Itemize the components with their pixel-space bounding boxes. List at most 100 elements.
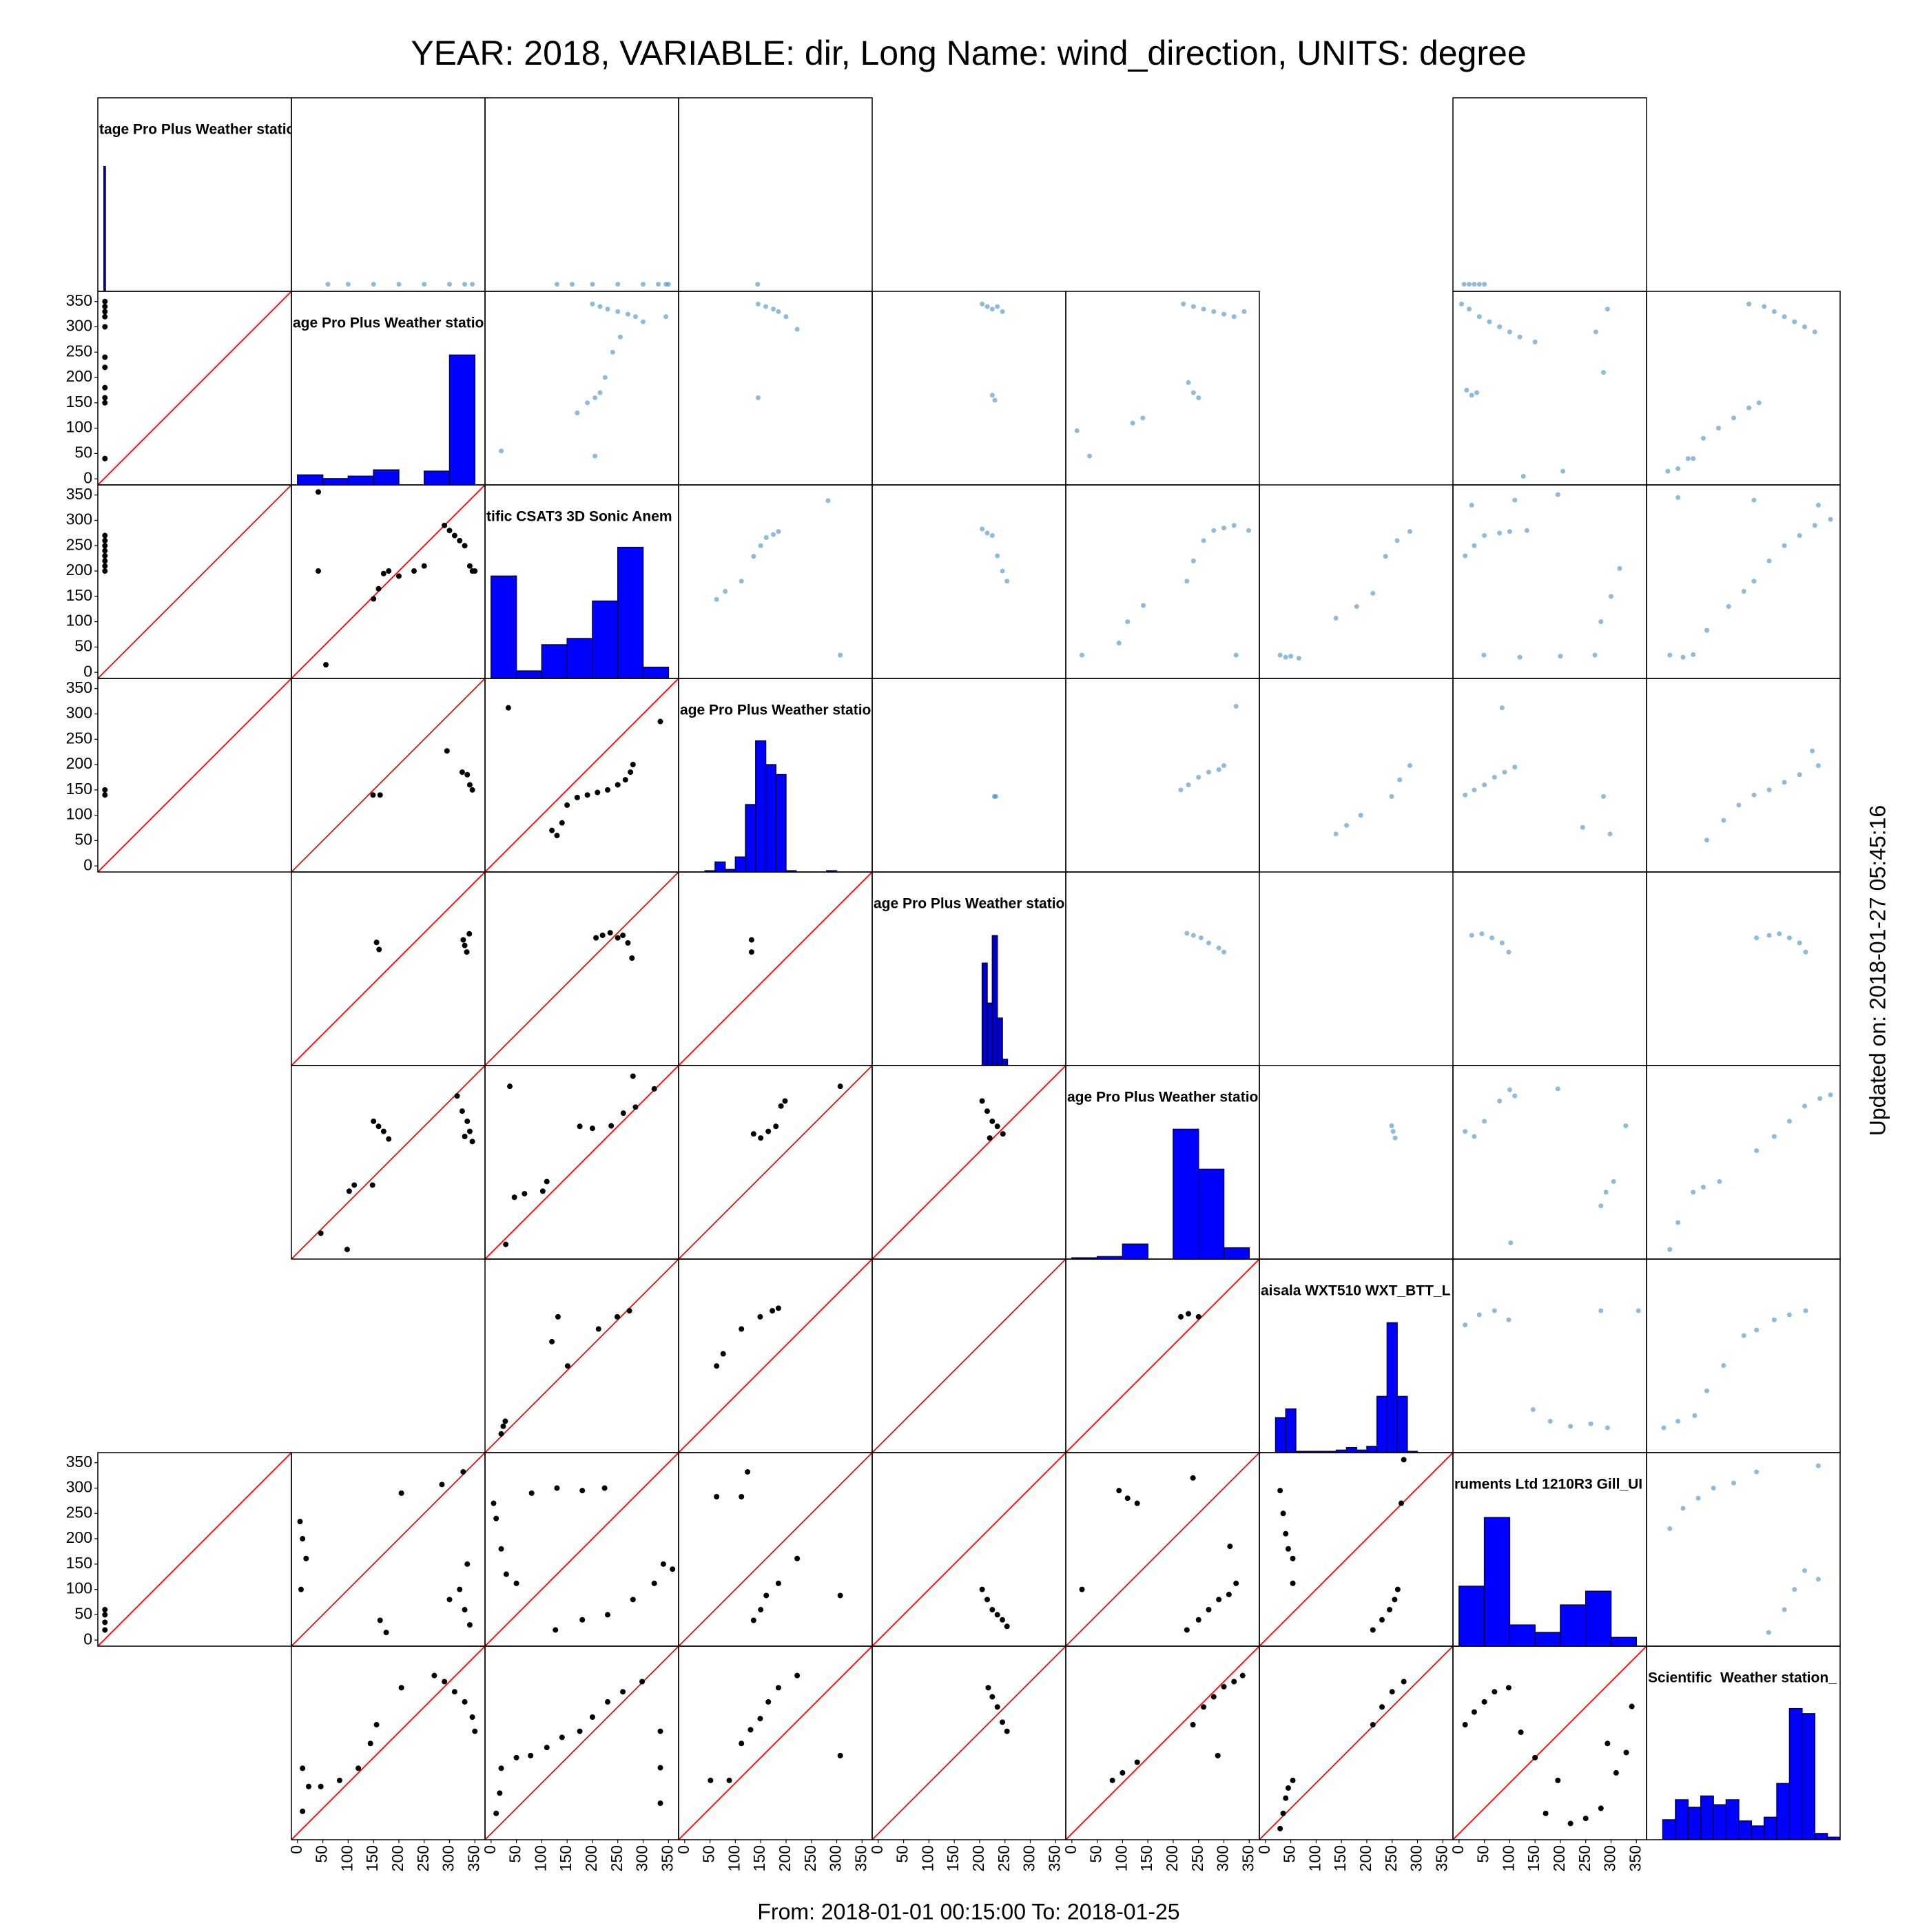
scatter-point (1592, 652, 1598, 658)
scatter-point (1792, 319, 1797, 324)
scatter-point (462, 1607, 468, 1613)
panel (98, 1453, 291, 1646)
hist-bar (322, 478, 349, 485)
scatter-point (102, 395, 108, 401)
reference-line (679, 1066, 872, 1259)
scatter-point (466, 563, 473, 569)
scatter-point (1481, 652, 1487, 658)
panel (679, 1259, 872, 1453)
scatter-point (629, 955, 635, 962)
scatter-point (1125, 619, 1131, 625)
panel (1461, 282, 1487, 287)
scatter-point (1394, 538, 1400, 543)
scatter-point (1499, 705, 1505, 711)
scatter-point (994, 1123, 1000, 1130)
y-tick-label: 200 (66, 754, 92, 772)
scatter-point (989, 1607, 996, 1613)
scatter-point (464, 1118, 471, 1124)
scatter-point (1680, 1506, 1686, 1511)
scatter-point (1394, 1586, 1401, 1592)
panel (1667, 1463, 1821, 1635)
panel (1661, 1308, 1808, 1431)
scatter-point (1567, 1820, 1574, 1827)
hist-bar (1814, 1833, 1828, 1840)
scatter-point (1463, 553, 1468, 559)
scatter-point (553, 1627, 559, 1633)
x-tick-label: 150 (1331, 1845, 1349, 1871)
scatter-point (1715, 426, 1721, 431)
scatter-point (1190, 1475, 1196, 1481)
scatter-point (386, 1136, 392, 1142)
y-tick-label: 300 (66, 1478, 92, 1496)
scatter-point (615, 309, 621, 314)
scatter-point (1370, 1627, 1376, 1633)
scatter-point (1520, 473, 1526, 479)
scatter-point (837, 1083, 843, 1090)
scatter-point (375, 1123, 382, 1130)
diagonal-label: aisala WXT510 WXT_BTT_L (1261, 1283, 1451, 1299)
scatter-point (1463, 1129, 1468, 1134)
panel-frame (1646, 291, 1841, 486)
scatter-point (555, 1313, 561, 1320)
scatter-point (472, 568, 478, 574)
scatter-point (626, 1308, 632, 1314)
x-tick-label: 0 (674, 1845, 692, 1854)
scatter-point (1518, 1730, 1524, 1736)
x-tick-label: 150 (363, 1845, 381, 1871)
scatter-point (1492, 1308, 1497, 1313)
scatter-point (1754, 1327, 1760, 1333)
scatter-point (102, 792, 108, 798)
scatter-point (1547, 1418, 1553, 1424)
scatter-point (1593, 329, 1598, 335)
scatter-point (739, 1493, 745, 1499)
scatter-point (1623, 1749, 1629, 1756)
panel (1469, 931, 1512, 955)
panel (980, 301, 1005, 403)
scatter-point (1598, 1203, 1604, 1209)
scatter-point (660, 1561, 666, 1567)
scatter-point (825, 498, 831, 503)
scatter-point (607, 930, 613, 936)
scatter-point (1190, 304, 1196, 309)
scatter-point (1506, 949, 1512, 955)
scatter-point (1120, 1769, 1126, 1776)
scatter-point (1802, 1103, 1808, 1109)
scatter-point (980, 301, 985, 307)
scatter-point (1692, 1413, 1698, 1418)
scatter-point (657, 718, 663, 725)
scatter-point (615, 935, 621, 941)
hist-bar (297, 474, 324, 485)
scatter-point (1721, 1362, 1726, 1368)
hist-bar (987, 1002, 993, 1066)
panel (1259, 1646, 1453, 1840)
panel (755, 301, 800, 400)
scatter-point (1517, 334, 1523, 340)
panel (679, 1066, 872, 1259)
scatter-point (1206, 940, 1211, 946)
reference-line (485, 872, 679, 1066)
scatter-point (373, 939, 380, 946)
hist-bar (734, 856, 746, 872)
y-tick-label: 50 (74, 443, 92, 461)
reference-line (485, 1646, 679, 1840)
x-tick-label: 250 (995, 1845, 1013, 1871)
scatter-point (1675, 495, 1681, 500)
scatter-point (380, 1128, 386, 1134)
scatter-point (1116, 641, 1122, 646)
scatter-point (1479, 931, 1485, 937)
scatter-point (1397, 777, 1403, 782)
reference-line (485, 1259, 679, 1453)
scatter-point (1600, 370, 1606, 375)
scatter-point (1190, 1722, 1196, 1728)
panel (991, 793, 998, 799)
scatter-point (451, 532, 457, 539)
scatter-point (472, 1728, 478, 1734)
scatter-point (1691, 456, 1696, 461)
scatter-point (371, 282, 376, 287)
x-tick-label: 200 (1357, 1845, 1374, 1871)
panel (1080, 523, 1252, 658)
scatter-point (657, 1800, 663, 1807)
scatter-point (1087, 453, 1093, 459)
hist-bar (541, 644, 568, 678)
scatter-point (102, 1607, 108, 1613)
